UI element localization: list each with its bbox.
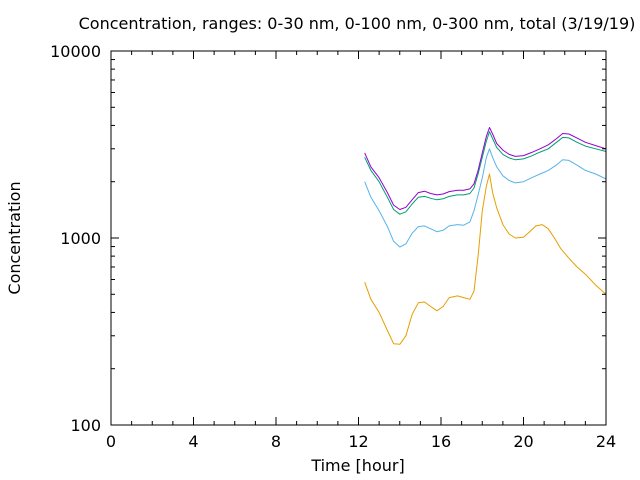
y-tick-label: 100 — [70, 416, 101, 435]
x-tick-label: 24 — [596, 432, 616, 451]
y-tick-label: 10000 — [50, 42, 101, 61]
x-tick-label: 4 — [188, 432, 198, 451]
series-layer — [364, 127, 607, 345]
x-tick-label: 8 — [271, 432, 281, 451]
x-tick-label: 0 — [106, 432, 116, 451]
ticks-layer: 0 4 8 12 16 20 24 100 1000 10000 — [50, 42, 616, 451]
series-line — [364, 127, 607, 210]
x-tick-label: 16 — [431, 432, 451, 451]
y-axis-label: Concentration — [5, 181, 24, 294]
x-axis-label: Time [hour] — [310, 456, 404, 475]
plot-frame — [110, 50, 607, 426]
x-tick-label: 12 — [348, 432, 368, 451]
y-tick-label: 1000 — [60, 229, 101, 248]
series-line — [364, 173, 607, 345]
x-tick-label: 20 — [513, 432, 533, 451]
series-line — [364, 131, 607, 215]
series-line — [364, 148, 607, 248]
chart-title: Concentration, ranges: 0-30 nm, 0-100 nm… — [79, 14, 636, 33]
